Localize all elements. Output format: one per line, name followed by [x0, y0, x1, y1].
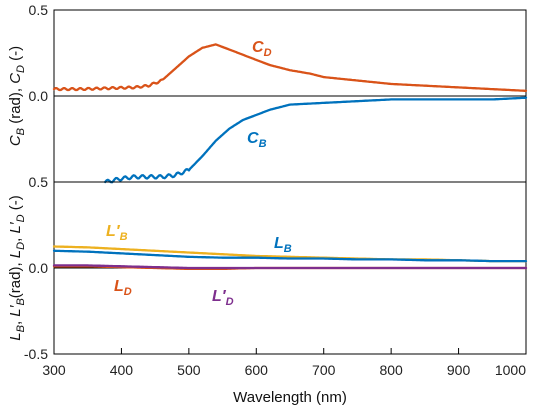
bottom-y-tick-label-0.5: 0.5 [29, 174, 49, 190]
bottom-y-tick-label-neg0.5: -0.5 [24, 346, 48, 362]
series-label-lb: LB [274, 235, 292, 255]
series-label-lb-prime: L′B [106, 223, 128, 243]
x-tick-label-900: 900 [447, 362, 471, 378]
bottom-y-axis-title: LB, L′B(rad), LD, L′D (-) [7, 195, 27, 340]
bottom-panel: 0.5 0.0 -0.5 LB, L′B(rad), LD, L′D (-) L… [7, 174, 528, 406]
x-tick-label-300: 300 [42, 362, 66, 378]
top-y-tick-label-0.5: 0.5 [29, 2, 49, 18]
top-y-tick-label-0.0: 0.0 [29, 88, 49, 104]
x-tick-label-500: 500 [177, 362, 201, 378]
series-label-ld: LD [114, 278, 132, 298]
top-y-axis-title: CB (rad), CD (-) [7, 46, 27, 146]
bottom-y-tick-label-0.0: 0.0 [29, 260, 49, 276]
series-line-cb [104, 96, 528, 184]
series-label-cb: CB [247, 130, 267, 150]
series-line-cd [52, 43, 528, 92]
x-tick-label-600: 600 [245, 362, 269, 378]
x-tick-label-800: 800 [379, 362, 403, 378]
top-panel: 0.5 0.0 CB (rad), CD (-) CD CB [7, 2, 528, 184]
series-line-lb [52, 249, 528, 263]
series-label-cd: CD [252, 39, 272, 59]
x-tick-label-400: 400 [110, 362, 134, 378]
bottom-series-group [52, 245, 528, 271]
series-label-ld-prime: L′D [212, 288, 234, 308]
x-tick-label-1000: 1000 [495, 362, 526, 378]
top-series-group [52, 43, 528, 184]
x-tick-label-700: 700 [312, 362, 336, 378]
series-line-ld-prime [52, 264, 528, 270]
x-axis-ticks: 300 400 500 600 700 800 900 1000 [42, 348, 527, 378]
x-axis-title: Wavelength (nm) [233, 389, 347, 406]
